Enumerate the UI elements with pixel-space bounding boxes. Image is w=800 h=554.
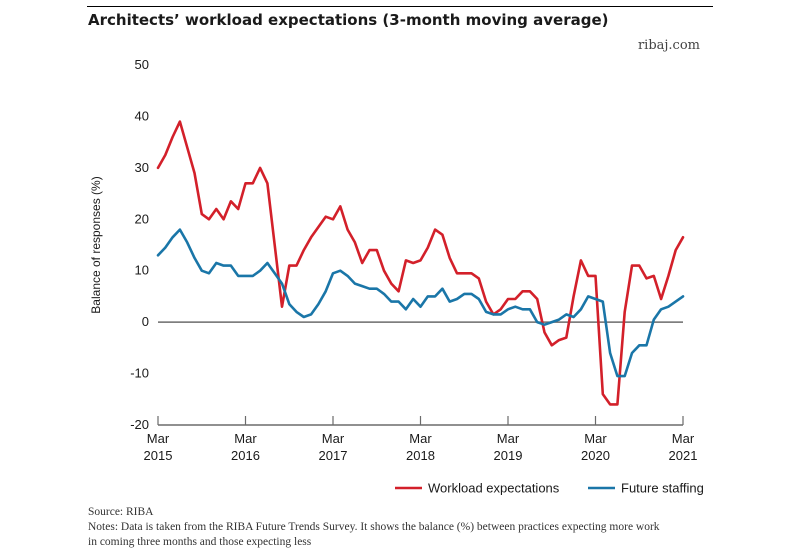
y-tick-label: 10: [135, 263, 149, 278]
x-tick-year: 2019: [494, 448, 523, 463]
notes-line-2: in coming three months and those expecti…: [88, 536, 312, 548]
x-tick-month: Mar: [409, 431, 432, 446]
x-tick-year: 2017: [319, 448, 348, 463]
series-line-staffing: [156, 228, 685, 378]
x-axis-ticks: Mar 2015 Mar 2016 Mar 2017 Mar 2018 Mar 2019 Mar 20…: [144, 416, 698, 463]
y-tick-label: 50: [135, 57, 149, 72]
series-line-workload: [156, 120, 685, 406]
y-axis-ticks: 50 40 30 20 10 0 -10 -20: [130, 57, 149, 432]
site-credit: ribaj.com: [637, 38, 700, 53]
x-tick-year: 2018: [406, 448, 435, 463]
y-tick-label: 30: [135, 160, 149, 175]
y-tick-label: 0: [142, 314, 149, 329]
legend-label: Future staffing: [621, 481, 704, 496]
y-tick-label: 20: [135, 211, 149, 226]
x-tick-year: 2020: [581, 448, 610, 463]
x-tick-month: Mar: [322, 431, 345, 446]
source-note: Source: RIBA: [88, 506, 154, 518]
y-tick-label: -20: [130, 417, 149, 432]
top-rule: [87, 6, 713, 7]
legend: Workload expectations Future staffing: [395, 481, 704, 496]
x-tick-year: 2016: [231, 448, 260, 463]
notes-line-1: Notes: Data is taken from the RIBA Futur…: [88, 521, 660, 533]
series-group: [156, 120, 685, 406]
y-tick-label: -10: [130, 366, 149, 381]
chart-title: Architects’ workload expectations (3-mon…: [88, 11, 609, 29]
x-tick-month: Mar: [147, 431, 170, 446]
x-tick-month: Mar: [584, 431, 607, 446]
y-axis-label: Balance of responses (%): [89, 176, 103, 313]
x-tick-year: 2015: [144, 448, 173, 463]
x-tick-month: Mar: [234, 431, 257, 446]
x-tick-month: Mar: [672, 431, 695, 446]
x-tick-month: Mar: [497, 431, 520, 446]
y-tick-label: 40: [135, 108, 149, 123]
x-tick-year: 2021: [669, 448, 698, 463]
legend-label: Workload expectations: [428, 481, 560, 496]
